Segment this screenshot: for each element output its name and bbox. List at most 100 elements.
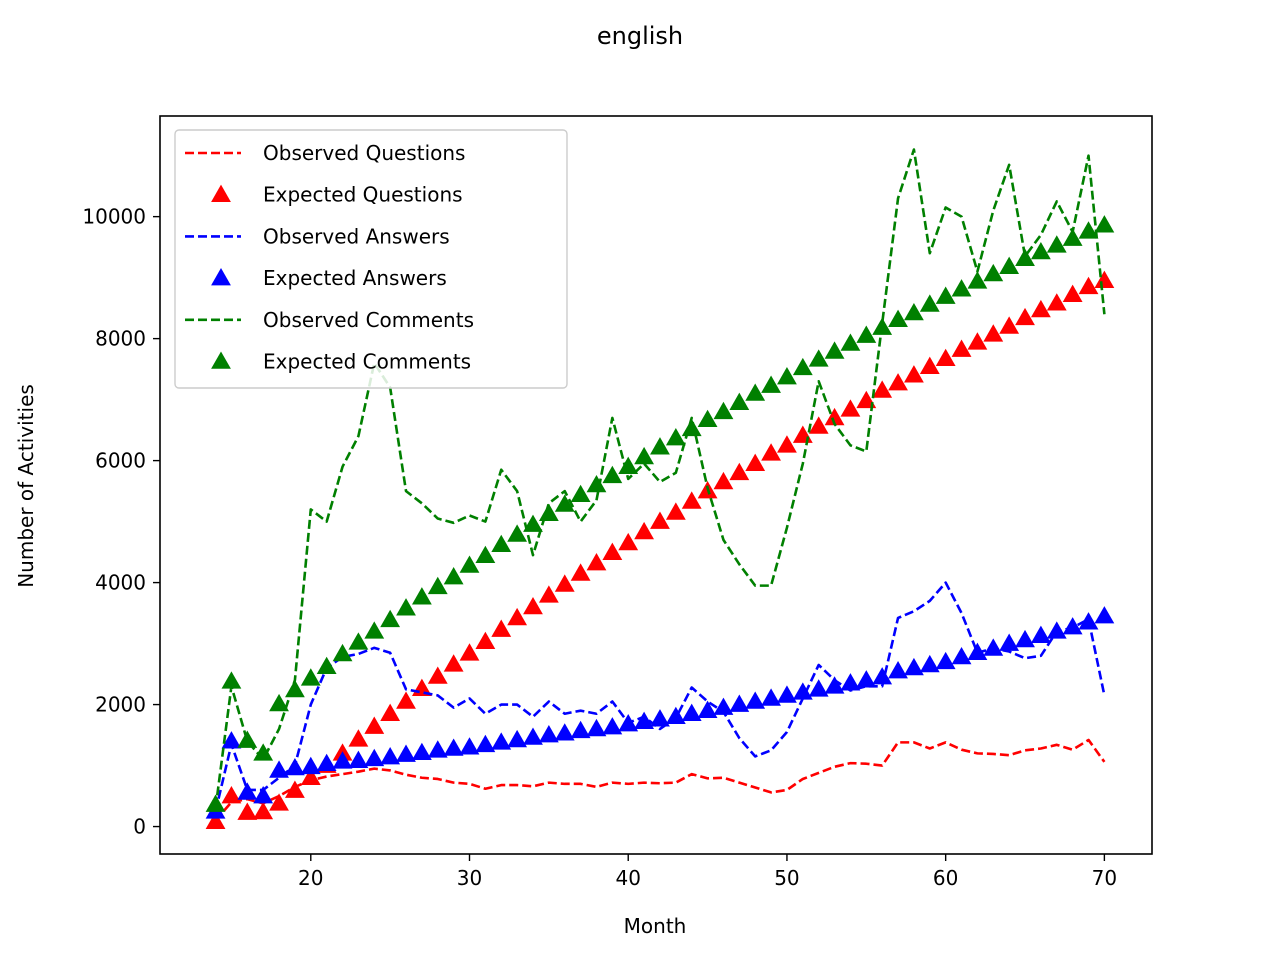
x-tick-label: 30 [457,866,482,890]
data-point-expected-answers [681,703,702,722]
data-point-expected-comments [761,375,781,393]
legend-box [174,129,568,389]
data-point-expected-questions [491,619,512,637]
data-point-expected-questions [904,365,924,383]
data-point-expected-comments [681,418,702,437]
data-point-expected-questions [586,553,607,571]
data-point-expected-answers [792,682,813,700]
data-point-expected-questions [824,407,845,426]
data-point-expected-answers [967,642,988,661]
data-point-expected-comments [427,576,448,595]
data-point-expected-answers [888,660,908,679]
data-point-expected-questions [427,666,448,684]
data-point-expected-answers [475,734,496,753]
data-point-expected-questions [205,811,226,829]
data-point-expected-questions [475,631,496,650]
y-axis-label: Number of Activities [14,384,38,588]
data-point-expected-comments [300,668,321,686]
data-point-expected-comments [792,357,813,376]
data-point-expected-questions [300,767,321,786]
data-point-expected-answers [380,746,401,765]
legend-marker-swatch [211,184,231,202]
series-line-observed-comments [214,148,1106,809]
data-point-expected-answers [634,711,654,729]
x-axis: 20 30 40 50 60 70 [298,854,1117,890]
data-point-expected-comments [745,383,766,401]
legend-label: Expected Comments [263,350,471,374]
legend-item: Expected Questions [211,183,463,207]
data-point-expected-comments [999,256,1020,274]
data-point-expected-answers [332,751,353,769]
data-point-expected-answers [221,731,242,749]
data-point-expected-comments [808,349,829,367]
data-point-expected-comments [285,679,305,698]
data-point-expected-answers [602,717,623,735]
series-expected-answers [205,606,1115,819]
data-point-expected-comments [919,294,940,312]
data-point-expected-comments [1062,228,1083,246]
data-point-expected-answers [650,709,670,727]
data-point-expected-comments [237,730,258,748]
data-point-expected-answers [427,740,448,758]
series-expected-comments [205,215,1115,812]
series-observed-questions [214,738,1106,822]
y-tick-label: 8000 [95,327,146,351]
legend-item: Expected Answers [211,266,447,290]
data-point-expected-answers [618,714,639,732]
legend: Observed Questions Expected Questions Obse… [174,129,568,389]
data-point-expected-answers [538,725,559,743]
data-point-expected-comments [269,693,289,712]
data-point-expected-questions [269,793,289,811]
data-point-expected-comments [729,392,750,410]
data-point-expected-questions [888,373,908,391]
data-point-expected-questions [919,356,940,374]
data-point-expected-comments [634,446,654,465]
data-point-expected-questions [840,399,861,417]
data-point-expected-answers [745,691,766,709]
data-point-expected-questions [380,703,401,722]
series-line-observed-answers [214,581,1106,812]
data-point-expected-comments [618,456,639,474]
data-point-expected-comments [507,524,528,542]
y-tick-label: 2000 [95,693,146,717]
data-point-expected-comments [253,743,274,761]
data-point-expected-questions [650,511,670,529]
data-point-expected-questions [285,780,305,798]
data-point-expected-questions [761,443,781,461]
data-point-expected-comments [443,567,464,585]
data-point-expected-comments [777,367,797,385]
legend-label: Observed Questions [263,141,465,165]
data-point-expected-questions [951,339,972,357]
data-point-expected-answers [729,694,750,712]
data-point-expected-comments [380,609,401,628]
data-point-expected-answers [999,633,1020,651]
data-point-expected-comments [697,409,718,428]
data-point-expected-answers [411,742,432,761]
data-point-expected-comments [602,465,623,484]
data-point-expected-questions [507,607,528,626]
data-point-expected-comments [205,794,226,812]
series-observed-answers [214,581,1106,812]
data-point-expected-answers [983,638,1004,656]
data-point-expected-answers [951,646,972,665]
data-point-expected-answers [491,732,512,750]
data-point-expected-comments [586,474,607,493]
data-point-expected-questions [983,324,1004,342]
data-point-expected-comments [475,545,496,564]
series-layer [205,148,1115,829]
data-point-expected-answers [856,670,877,688]
data-point-expected-comments [983,263,1004,282]
data-point-expected-comments [554,494,575,512]
data-point-expected-questions [1078,276,1099,295]
y-tick-label: 6000 [95,449,146,473]
data-point-expected-questions [967,332,988,350]
data-point-expected-answers [935,651,956,670]
data-point-expected-questions [221,786,242,804]
data-point-expected-comments [523,514,543,532]
data-point-expected-questions [253,801,274,820]
data-point-expected-answers [586,718,607,737]
data-point-expected-questions [1094,270,1115,288]
data-point-expected-answers [1015,629,1035,648]
y-axis: 0 2000 4000 6000 8000 10000 [82,205,160,839]
data-point-expected-questions [777,435,797,453]
